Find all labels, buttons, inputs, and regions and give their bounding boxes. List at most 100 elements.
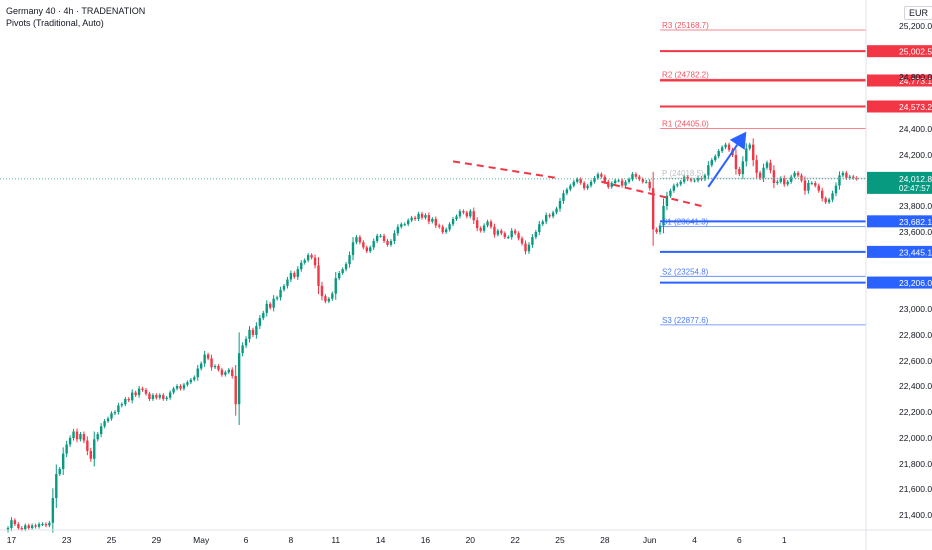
candle-body [248,329,251,339]
time-tick-label: 22 [510,535,520,545]
candle-body [427,215,431,222]
candle-body [417,213,420,219]
candle-body [48,522,51,526]
candle-body [586,185,589,189]
candle-body [703,175,707,180]
price-tick-label: 25,200.0 [899,21,932,31]
candle-body [355,237,358,243]
candle-body [300,262,303,270]
resistance-level-3-tag [867,100,932,113]
pivot-label-p: P (24018.5) [662,169,704,178]
time-tick-label: 14 [376,535,386,545]
candle-body [614,180,617,184]
candle-body [10,520,13,528]
candle-body [372,240,375,248]
candle-body [213,366,217,368]
candle-body [824,198,827,203]
candle-body [741,161,745,175]
candle-body [400,224,403,227]
candle-body [717,151,720,157]
candle-body [545,215,548,222]
candle-body [275,297,279,299]
price-tick-label: 23,000.0 [899,304,932,314]
candle-body [20,528,23,530]
candle-body [438,225,441,227]
candle-body [507,237,510,239]
candle-body [776,181,779,184]
candle-body [134,392,137,396]
candle-body [513,230,517,234]
countdown-label: 02:47:57 [899,184,931,193]
candle-body [151,395,155,399]
candle-body [489,221,493,227]
candle-body [524,243,527,252]
candle-body [572,181,575,186]
candle-body [79,434,82,440]
candle-body [420,213,424,218]
candle-body [68,438,72,445]
candle-body [62,453,65,469]
candle-body [555,208,558,213]
candle-body [17,524,20,528]
candle-body [269,303,272,308]
support-level-2-tag-label: 23,445.1 [899,247,932,257]
candle-body [317,265,320,286]
candle-body [244,338,248,346]
candle-body [179,386,182,389]
candle-body [200,363,203,369]
time-axis[interactable]: 17 23 25 29 May 6 8 11 14 16 20 22 25 28 Jun 4 6 1 [0,529,932,545]
projection-arrow-head [729,131,747,150]
candle-body [593,177,596,182]
price-tick-label: 21,600.0 [899,484,932,494]
candle-body [286,279,289,286]
candle-body [58,469,61,474]
candle-body [106,418,110,422]
candle-body [745,148,748,162]
candle-body [786,181,789,185]
currency-badge[interactable]: EUR [904,6,932,20]
candle-body [393,233,396,241]
candle-body [303,260,306,263]
projection-arrow-shaft [707,144,739,188]
candle-body [379,235,382,237]
chart-legend: Germany 40 · 4h · TRADENATION Pivots (Tr… [6,5,145,29]
candle-body [217,366,220,370]
candle-body [558,200,562,209]
candle-body [755,160,758,173]
candle-body [541,221,544,225]
resistance-level-2-tag [867,74,932,87]
candle-body [689,179,693,181]
candle-body [576,179,579,182]
price-tick-label: 24,200.0 [899,150,932,160]
candle-body [306,255,310,261]
candle-body [334,278,337,294]
candle-body [638,176,641,180]
candle-body [434,219,437,226]
symbol-title[interactable]: Germany 40 · 4h · TRADENATION [6,6,146,16]
candle-body [617,180,620,182]
horizontal-levels[interactable]: 25,002.5 24,773.1 24,573.2 23,682.1 23,445.1… [660,45,932,289]
candle-body [272,298,275,308]
support-level-1-tag-label: 23,682.1 [899,217,932,227]
candle-body [168,392,172,398]
candle-body [186,382,189,385]
candle-body [72,431,75,438]
candle-body [455,216,458,219]
last-price-tag [867,171,932,194]
candle-body [658,225,662,232]
time-tick-label: 1 [782,535,787,545]
candle-body [30,525,34,528]
candle-body [148,393,151,399]
price-axis[interactable]: 25,200.0 24,800.0 24,400.0 24,200.0 23,800.0… [865,0,932,550]
candle-body [783,177,786,185]
candle-body [458,211,462,217]
candle-body [631,174,634,180]
candle-body [413,217,417,219]
time-tick-label: 4 [692,535,697,545]
price-tick-label: 21,400.0 [899,510,932,520]
indicator-label[interactable]: Pivots (Traditional, Auto) [6,18,104,28]
candle-body [852,176,855,178]
candle-body [714,156,717,161]
candle-body [338,273,341,279]
